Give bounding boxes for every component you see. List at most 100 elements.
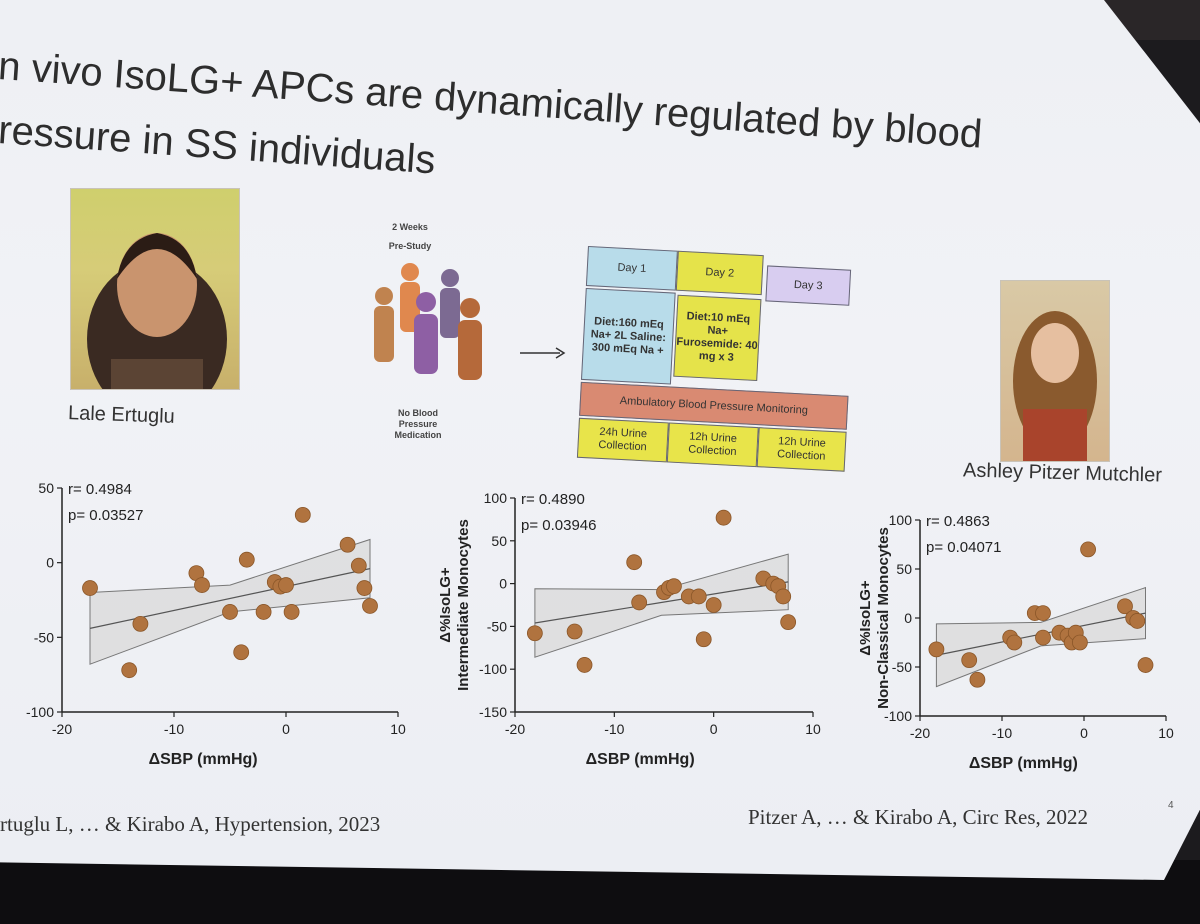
data-point <box>775 588 792 605</box>
x-tick-label: 10 <box>805 721 821 737</box>
data-point <box>1117 598 1133 615</box>
data-point <box>576 657 593 673</box>
data-point <box>339 536 356 553</box>
correlation-p: p= 0.03527 <box>68 507 144 524</box>
x-tick-label: 10 <box>390 721 406 737</box>
day1-header: Day 1 <box>585 246 678 291</box>
y-tick-label: -50 <box>487 618 507 634</box>
day2-header: Day 2 <box>675 250 764 296</box>
data-point <box>961 652 978 669</box>
y-tick-label: 100 <box>889 512 913 528</box>
no-med-line3: Medication <box>394 430 442 440</box>
data-point <box>255 604 272 620</box>
data-point <box>222 604 238 620</box>
data-point <box>928 641 945 658</box>
x-tick-label: -10 <box>164 721 184 737</box>
x-tick-label: -10 <box>604 721 624 737</box>
y-axis-label-line2: Non-Classical Monocytes <box>875 527 892 709</box>
x-tick-label: -20 <box>52 721 72 737</box>
person-silhouette-icon <box>87 233 227 419</box>
data-point <box>121 662 138 679</box>
data-point <box>350 557 367 574</box>
y-axis-label: Δ%IsoLG+ Non-Classical Monocytes <box>857 527 892 709</box>
y-axis-label-line2: Intermediate Monocytes <box>455 519 472 691</box>
data-point <box>82 580 98 596</box>
data-point <box>715 509 732 526</box>
data-point <box>695 631 712 648</box>
data-point <box>356 580 373 596</box>
data-point <box>1071 634 1088 651</box>
data-point <box>666 578 682 595</box>
data-point <box>132 615 149 632</box>
y-tick-label: 50 <box>896 561 912 577</box>
day2-diet: Diet:10 mEq Na+ Furosemide: 40 mg x 3 <box>673 294 762 382</box>
y-tick-label: -150 <box>479 704 507 720</box>
confidence-band <box>89 538 371 665</box>
data-point <box>631 594 648 611</box>
correlation-p: p= 0.03946 <box>521 517 597 534</box>
data-point <box>238 551 255 568</box>
data-point <box>969 671 986 688</box>
y-tick-label: -100 <box>479 661 507 677</box>
urine-collection-24h: 24h Urine Collection <box>576 417 669 463</box>
portrait-photo-left <box>70 188 240 419</box>
y-tick-label: 50 <box>38 480 54 496</box>
reference-right: Pitzer A, … & Kirabo A, Circ Res, 2022 <box>748 805 1089 829</box>
data-point <box>1129 613 1146 629</box>
data-point <box>1006 634 1023 651</box>
correlation-p: p= 0.04071 <box>926 539 1002 556</box>
person-silhouette-icon <box>1013 311 1097 461</box>
presentation-slide: n vivo IsoLG+ APCs are dynamically regul… <box>0 0 1200 880</box>
y-tick-label: 0 <box>499 576 507 592</box>
data-point <box>1137 657 1154 673</box>
y-axis-label: Δ%IsoLG+ Intermediate Monocytes <box>437 519 472 691</box>
arrow-right-icon <box>520 347 566 359</box>
slide-title-line2: ressure in SS individuals <box>0 108 437 183</box>
x-tick-label: -20 <box>505 721 525 737</box>
data-point <box>526 625 543 642</box>
y-tick-label: 50 <box>491 533 507 549</box>
x-axis-label: ΔSBP (mmHg) <box>586 751 695 768</box>
data-point <box>780 614 797 631</box>
day1-diet: Diet:160 mEq Na+ 2L Saline: 300 mEq Na + <box>580 287 676 385</box>
x-tick-label: -10 <box>992 725 1012 741</box>
correlation-r: r= 0.4890 <box>521 491 585 508</box>
x-tick-label: 0 <box>282 721 290 737</box>
x-tick-label: 10 <box>1158 725 1174 741</box>
portrait-photo-right <box>1000 280 1110 462</box>
y-tick-label: -100 <box>884 708 912 724</box>
y-tick-label: -50 <box>34 629 54 645</box>
people-group-icon <box>374 263 482 380</box>
x-tick-label: -20 <box>910 725 930 741</box>
data-point <box>294 506 311 523</box>
data-point <box>1080 541 1097 558</box>
urine-collection-12h-b: 12h Urine Collection <box>756 427 847 472</box>
x-axis-label: ΔSBP (mmHg) <box>149 751 258 768</box>
data-point <box>283 604 300 620</box>
data-point <box>690 588 707 605</box>
data-point <box>626 554 643 571</box>
confidence-band <box>534 553 789 658</box>
person-name-left: Lale Ertuglu <box>67 402 176 428</box>
reference-left: rtuglu L, … & Kirabo A, Hypertension, 20… <box>0 812 381 836</box>
y-axis-label-line1: Δ%IsoLG+ <box>437 567 454 643</box>
data-point <box>1035 605 1051 621</box>
no-med-line2: Pressure <box>398 419 438 429</box>
y-tick-label: -100 <box>26 704 54 720</box>
pre-study-line2: Pre-Study <box>388 241 432 251</box>
page-number: 4 <box>1168 800 1174 811</box>
data-point <box>705 597 722 613</box>
y-axis-label-line1: Δ%IsoLG+ <box>857 580 874 656</box>
data-point <box>362 598 378 614</box>
study-protocol-diagram: Day 1 Day 2 Day 3 Diet:160 mEq Na+ 2L Sa… <box>575 246 857 500</box>
pre-study-line1: 2 Weeks <box>392 222 428 232</box>
day3-header: Day 3 <box>765 265 852 306</box>
no-medication-label: No Blood Pressure Medication <box>386 408 450 441</box>
x-axis-label: ΔSBP (mmHg) <box>969 755 1078 772</box>
regression-line <box>534 581 789 624</box>
data-point <box>278 577 294 593</box>
person-name-right: Ashley Pitzer Mutchler <box>962 459 1163 487</box>
